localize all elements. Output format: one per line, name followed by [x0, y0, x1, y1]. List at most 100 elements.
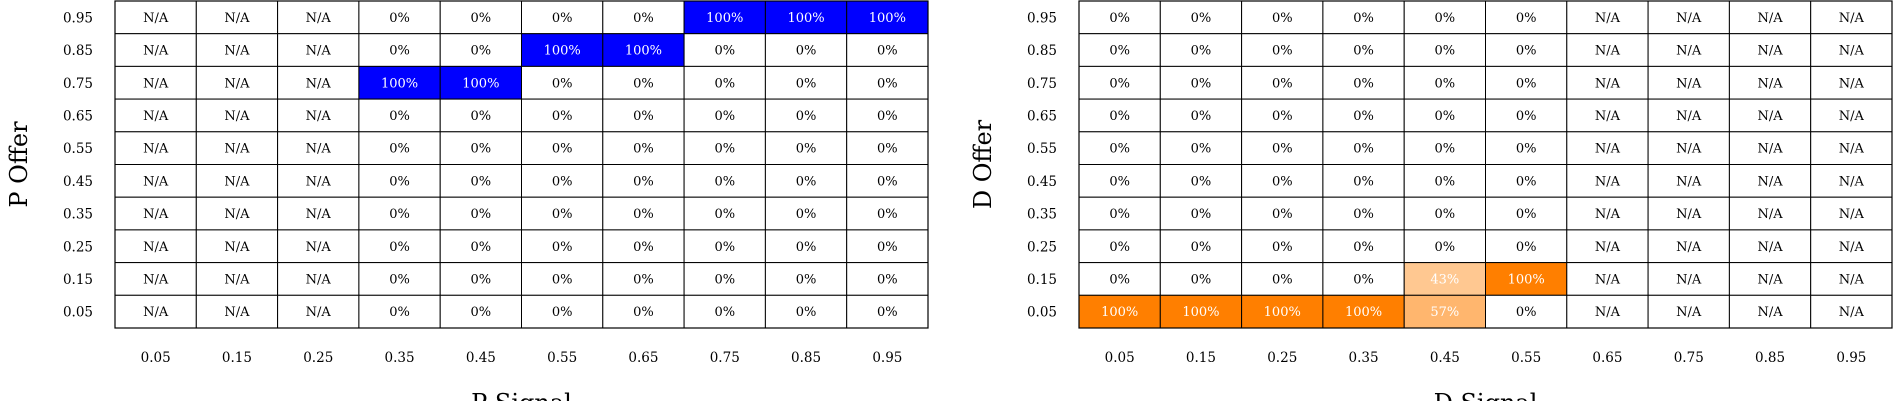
p-cell-label-r5-c8: 0% — [796, 174, 817, 189]
d-cell-r4-c2 — [1241, 131, 1324, 166]
d-cell-r1-c4 — [1403, 33, 1486, 67]
d-cell-r4-c5 — [1485, 131, 1568, 166]
d-cell-label-r4-c3: 0% — [1353, 142, 1374, 157]
d-cell-label-r8-c2: 0% — [1272, 272, 1293, 287]
d-cell-label-r5-c7: N/A — [1676, 174, 1702, 189]
p-cell-label-r5-c6: 0% — [633, 174, 654, 189]
d-cell-r2-c1 — [1159, 65, 1243, 100]
d-cell-r7-c3 — [1322, 229, 1405, 264]
p-cell-label-r8-c8: 0% — [796, 272, 817, 287]
p-cell-label-r9-c4: 0% — [471, 305, 492, 320]
d-cell-r2-c3 — [1322, 65, 1405, 100]
d-cell-label-r9-c5: 0% — [1516, 305, 1537, 320]
p-cell-r8-c7 — [683, 262, 766, 296]
d-y-tick-label: 0.75 — [1027, 76, 1057, 92]
p-cell-r4-c5 — [521, 131, 604, 166]
p-cell-label-r0-c6: 0% — [633, 11, 654, 26]
p-cell-label-r3-c1: N/A — [224, 109, 250, 124]
d-cell-r1-c8 — [1728, 33, 1812, 67]
p-cell-label-r0-c2: N/A — [306, 11, 332, 26]
p-cell-r7-c1 — [195, 229, 279, 264]
d-cell-label-r7-c5: 0% — [1516, 240, 1537, 255]
p-y-tick-label: 0.55 — [63, 141, 93, 157]
p-cell-r5-c0 — [114, 164, 197, 198]
d-cell-label-r7-c8: N/A — [1757, 240, 1783, 255]
p-cell-r8-c3 — [358, 262, 441, 296]
p-cell-label-r5-c7: 0% — [714, 174, 735, 189]
p-cell-r8-c8 — [764, 262, 848, 296]
p-cell-label-r4-c0: N/A — [143, 142, 169, 157]
d-cell-label-r9-c9: N/A — [1839, 305, 1865, 320]
p-cell-r7-c4 — [439, 229, 523, 264]
p-cell-label-r1-c5: 100% — [544, 44, 581, 59]
d-cell-r5-c2 — [1241, 164, 1324, 198]
p-cell-r9-c6 — [602, 294, 685, 329]
d-cell-label-r4-c7: N/A — [1676, 142, 1702, 157]
d-cell-label-r0-c7: N/A — [1676, 11, 1702, 26]
d-cell-label-r9-c8: N/A — [1757, 305, 1783, 320]
p-cell-r1-c1 — [195, 33, 279, 67]
d-y-tick-label: 0.55 — [1027, 141, 1057, 157]
d-cell-label-r5-c4: 0% — [1435, 174, 1456, 189]
p-cell-label-r1-c7: 0% — [714, 44, 735, 59]
p-cell-label-r8-c9: 0% — [877, 272, 898, 287]
d-cell-r9-c7 — [1647, 294, 1730, 329]
p-cell-label-r2-c2: N/A — [306, 76, 332, 91]
p-cell-label-r4-c5: 0% — [552, 142, 573, 157]
p-cell-r6-c3 — [358, 196, 441, 231]
d-cell-label-r8-c1: 0% — [1191, 272, 1212, 287]
p-cell-label-r9-c8: 0% — [796, 305, 817, 320]
d-cell-r6-c3 — [1322, 196, 1405, 231]
p-cell-r2-c7 — [683, 65, 766, 100]
p-x-tick-label: 0.45 — [466, 350, 496, 366]
d-cell-label-r3-c8: N/A — [1757, 109, 1783, 124]
d-cell-r7-c8 — [1728, 229, 1812, 264]
d-cell-label-r5-c6: N/A — [1595, 174, 1621, 189]
d-cell-label-r9-c3: 100% — [1345, 305, 1382, 320]
p-y-tick-label: 0.25 — [63, 239, 93, 255]
d-cell-label-r0-c4: 0% — [1435, 11, 1456, 26]
d-x-tick-label: 0.85 — [1755, 350, 1785, 366]
d-x-tick-label: 0.45 — [1430, 350, 1460, 366]
p-cell-r4-c1 — [195, 131, 279, 166]
d-cell-label-r9-c2: 100% — [1264, 305, 1301, 320]
p-cell-r7-c5 — [521, 229, 604, 264]
d-cell-r7-c4 — [1403, 229, 1486, 264]
p-cell-r2-c8 — [764, 65, 848, 100]
p-cell-label-r8-c2: N/A — [306, 272, 332, 287]
d-cell-label-r8-c0: 0% — [1109, 272, 1130, 287]
p-cell-r2-c6 — [602, 65, 685, 100]
p-cell-label-r7-c4: 0% — [471, 240, 492, 255]
p-cell-label-r4-c7: 0% — [714, 142, 735, 157]
p-cell-label-r4-c8: 0% — [796, 142, 817, 157]
d-cell-r1-c6 — [1566, 33, 1649, 67]
d-cell-label-r1-c1: 0% — [1191, 44, 1212, 59]
d-y-tick-label: 0.05 — [1027, 305, 1057, 321]
d-cell-r5-c6 — [1566, 164, 1649, 198]
p-cell-r0-c5 — [521, 0, 604, 35]
p-cell-label-r0-c7: 100% — [706, 11, 743, 26]
p-cell-r8-c1 — [195, 262, 279, 296]
d-cell-label-r1-c2: 0% — [1272, 44, 1293, 59]
p-cell-label-r3-c3: 0% — [389, 109, 410, 124]
p-cell-label-r2-c0: N/A — [143, 76, 169, 91]
p-cell-label-r8-c1: N/A — [224, 272, 250, 287]
d-cell-r2-c6 — [1566, 65, 1649, 100]
d-cell-label-r4-c2: 0% — [1272, 142, 1293, 157]
d-cell-label-r0-c3: 0% — [1353, 11, 1374, 26]
d-cell-label-r9-c7: N/A — [1676, 305, 1702, 320]
p-cell-r0-c9 — [846, 0, 929, 35]
d-cell-label-r2-c4: 0% — [1435, 76, 1456, 91]
d-cell-r3-c7 — [1647, 98, 1730, 133]
p-cell-r2-c0 — [114, 65, 197, 100]
p-grid-border — [114, 0, 929, 329]
d-cell-label-r8-c5: 100% — [1508, 272, 1545, 287]
p-cell-r9-c8 — [764, 294, 848, 329]
p-cell-r6-c6 — [602, 196, 685, 231]
p-cell-label-r8-c4: 0% — [471, 272, 492, 287]
d-cell-label-r3-c6: N/A — [1595, 109, 1621, 124]
d-cell-label-r5-c8: N/A — [1757, 174, 1783, 189]
d-cell-label-r3-c4: 0% — [1435, 109, 1456, 124]
p-cell-label-r5-c2: N/A — [306, 174, 332, 189]
d-cell-label-r5-c0: 0% — [1109, 174, 1130, 189]
